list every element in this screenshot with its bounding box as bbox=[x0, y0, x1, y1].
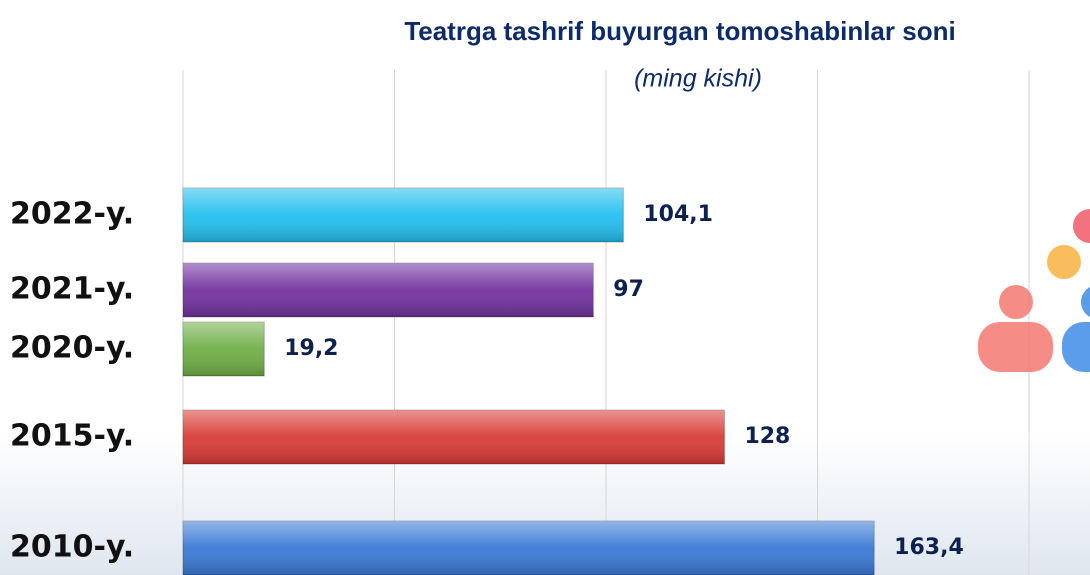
chart-title: Teatrga tashrif buyurgan tomoshabinlar s… bbox=[404, 16, 955, 46]
y-tick-label: 2020-y. bbox=[10, 331, 134, 366]
y-tick-label: 2021-y. bbox=[10, 272, 134, 307]
value-label: 163,4 bbox=[894, 535, 964, 560]
value-label: 97 bbox=[613, 277, 644, 302]
value-label: 128 bbox=[744, 424, 790, 449]
y-tick-label: 2010-y. bbox=[10, 530, 134, 565]
y-tick-label: 2022-y. bbox=[10, 197, 134, 232]
bar-shine bbox=[183, 410, 724, 464]
value-label: 19,2 bbox=[284, 336, 338, 361]
bar-shine bbox=[183, 521, 874, 575]
bar-shine bbox=[183, 263, 593, 317]
chart: Teatrga tashrif buyurgan tomoshabinlar s… bbox=[0, 0, 1090, 575]
chart-subtitle: (ming kishi) bbox=[634, 65, 762, 93]
bar-shine bbox=[183, 188, 623, 242]
value-label: 104,1 bbox=[643, 202, 713, 227]
bar-shine bbox=[183, 322, 264, 376]
y-tick-label: 2015-y. bbox=[10, 419, 134, 454]
